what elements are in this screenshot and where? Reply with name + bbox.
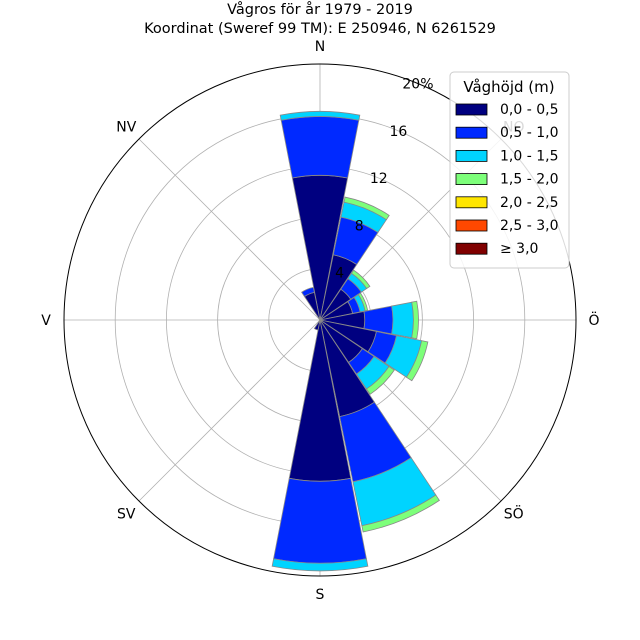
radial-tick-label: 16 — [389, 124, 407, 140]
radial-tick-label: 8 — [355, 218, 364, 234]
wind-rose-bars — [271, 111, 440, 572]
chart-title: Vågros för år 1979 - 2019 — [227, 1, 413, 18]
rose-bar-segment — [280, 116, 360, 179]
legend-swatch — [455, 219, 488, 232]
rose-bar-segment — [271, 558, 369, 572]
rose-bar-segment — [313, 319, 321, 331]
legend-swatch — [455, 173, 488, 186]
legend: Våghöjd (m) 0,0 - 0,5 0,5 - 1,0 1,0 - 1,5 1… — [449, 71, 570, 269]
direction-label: SÖ — [504, 505, 524, 523]
legend-swatch — [455, 242, 488, 255]
rose-bar-segment — [391, 301, 414, 339]
grid-spoke — [138, 138, 321, 321]
legend-items: 0,0 - 0,5 0,5 - 1,0 1,0 - 1,5 1,5 - 2,0 2,0 … — [455, 102, 558, 257]
rose-bar-segment — [365, 365, 395, 395]
rose-bar-segment — [279, 111, 361, 121]
legend-swatch — [455, 149, 488, 162]
legend-label: 0,0 - 0,5 — [500, 102, 558, 118]
chart-subtitle: Koordinat (Sweref 99 TM): E 250946, N 62… — [144, 21, 496, 37]
radial-tick-label: 20% — [402, 76, 433, 92]
rose-bar-segment — [411, 300, 419, 340]
legend-label: 0,5 - 1,0 — [500, 125, 558, 141]
legend-swatch — [455, 196, 488, 209]
outer-ring — [63, 63, 577, 577]
legend-label: 2,5 - 3,0 — [500, 218, 558, 234]
radial-tick-label: 4 — [335, 266, 344, 282]
rose-bar-segment — [405, 340, 429, 382]
rose-bar-segment — [273, 477, 367, 564]
radial-tick-labels: 4 8 12 16 20% — [335, 76, 433, 281]
direction-label: Ö — [588, 311, 599, 329]
legend-title: Våghöjd (m) — [463, 78, 554, 96]
rose-bar-segment — [357, 292, 369, 312]
grid-spoke — [138, 319, 321, 502]
rose-bar-segment — [343, 196, 390, 221]
rose-bar-segment — [301, 286, 315, 298]
legend-label: 1,0 - 1,5 — [500, 148, 558, 164]
direction-label: V — [41, 313, 51, 329]
legend-box — [449, 71, 570, 269]
direction-label: S — [316, 587, 325, 603]
radial-tick-label: 12 — [370, 171, 388, 187]
legend-label: ≥ 3,0 — [500, 241, 538, 257]
legend-label: 2,0 - 2,5 — [500, 195, 558, 211]
direction-label: NV — [116, 119, 136, 135]
direction-label: N — [315, 39, 325, 55]
legend-swatch — [455, 103, 488, 116]
legend-label: 1,5 - 2,0 — [500, 172, 558, 188]
direction-label: SV — [117, 507, 136, 523]
legend-swatch — [455, 126, 488, 139]
rose-bar-segment — [350, 269, 371, 290]
rose-bar-segment — [361, 494, 440, 533]
